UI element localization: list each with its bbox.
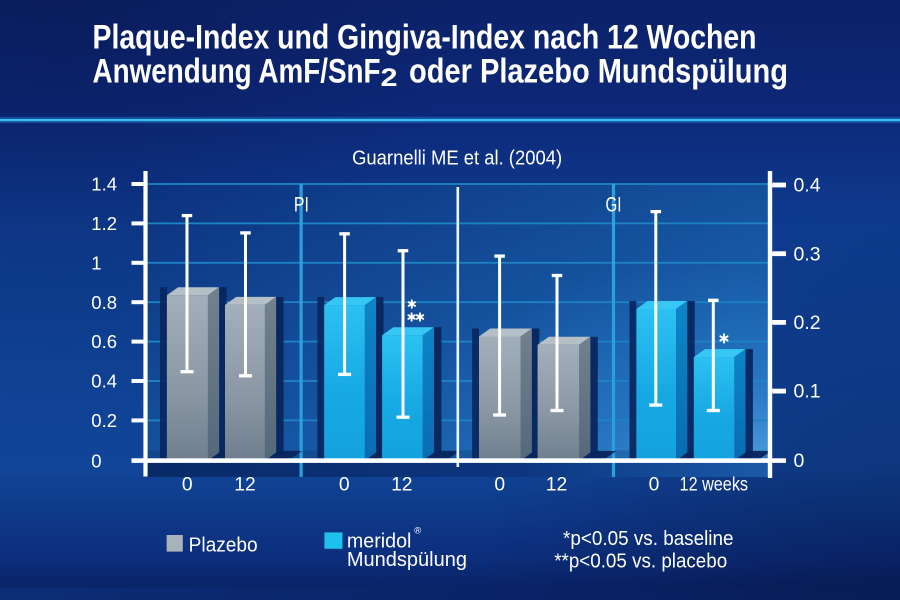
svg-text:0: 0 [494,474,505,495]
svg-text:**p<0.05 vs. placebo: **p<0.05 vs. placebo [554,550,727,572]
svg-text:Guarnelli ME et al. (2004): Guarnelli ME et al. (2004) [352,147,562,169]
svg-text:0.3: 0.3 [794,243,821,265]
svg-text:GI: GI [606,193,622,216]
svg-text:0.1: 0.1 [794,381,821,403]
svg-text:Anwendung AmF/SnF: Anwendung AmF/SnF [93,53,381,91]
svg-text:12: 12 [546,474,567,495]
svg-text:oder Plazebo Mundspülung: oder Plazebo Mundspülung [409,53,788,91]
svg-text:®: ® [414,526,421,537]
svg-text:2: 2 [381,64,398,92]
svg-text:*p<0.05 vs. baseline: *p<0.05 vs. baseline [563,528,734,550]
svg-text:0: 0 [91,451,101,472]
svg-text:1: 1 [91,252,101,273]
svg-text:Plazebo: Plazebo [189,535,258,557]
svg-text:PI: PI [294,193,309,216]
svg-text:0: 0 [182,474,193,495]
svg-text:0: 0 [794,450,805,472]
svg-text:0.4: 0.4 [91,371,117,392]
svg-text:0.8: 0.8 [91,292,117,313]
svg-text:12: 12 [391,474,412,495]
svg-text:Mundspülung: Mundspülung [347,549,467,571]
svg-text:0.6: 0.6 [91,331,117,352]
svg-text:0: 0 [339,474,350,495]
svg-text:Plaque-Index und Gingiva-Index: Plaque-Index und Gingiva-Index nach 12 W… [93,19,757,57]
svg-text:0.2: 0.2 [794,312,821,334]
svg-text:0.2: 0.2 [91,410,117,431]
svg-text:12 weeks: 12 weeks [680,474,749,495]
svg-text:1.4: 1.4 [91,174,117,195]
svg-text:meridol: meridol [347,530,412,552]
svg-text:0.4: 0.4 [794,175,821,197]
svg-text:1.2: 1.2 [91,213,117,234]
svg-text:12: 12 [234,474,255,495]
svg-text:0: 0 [649,474,660,495]
